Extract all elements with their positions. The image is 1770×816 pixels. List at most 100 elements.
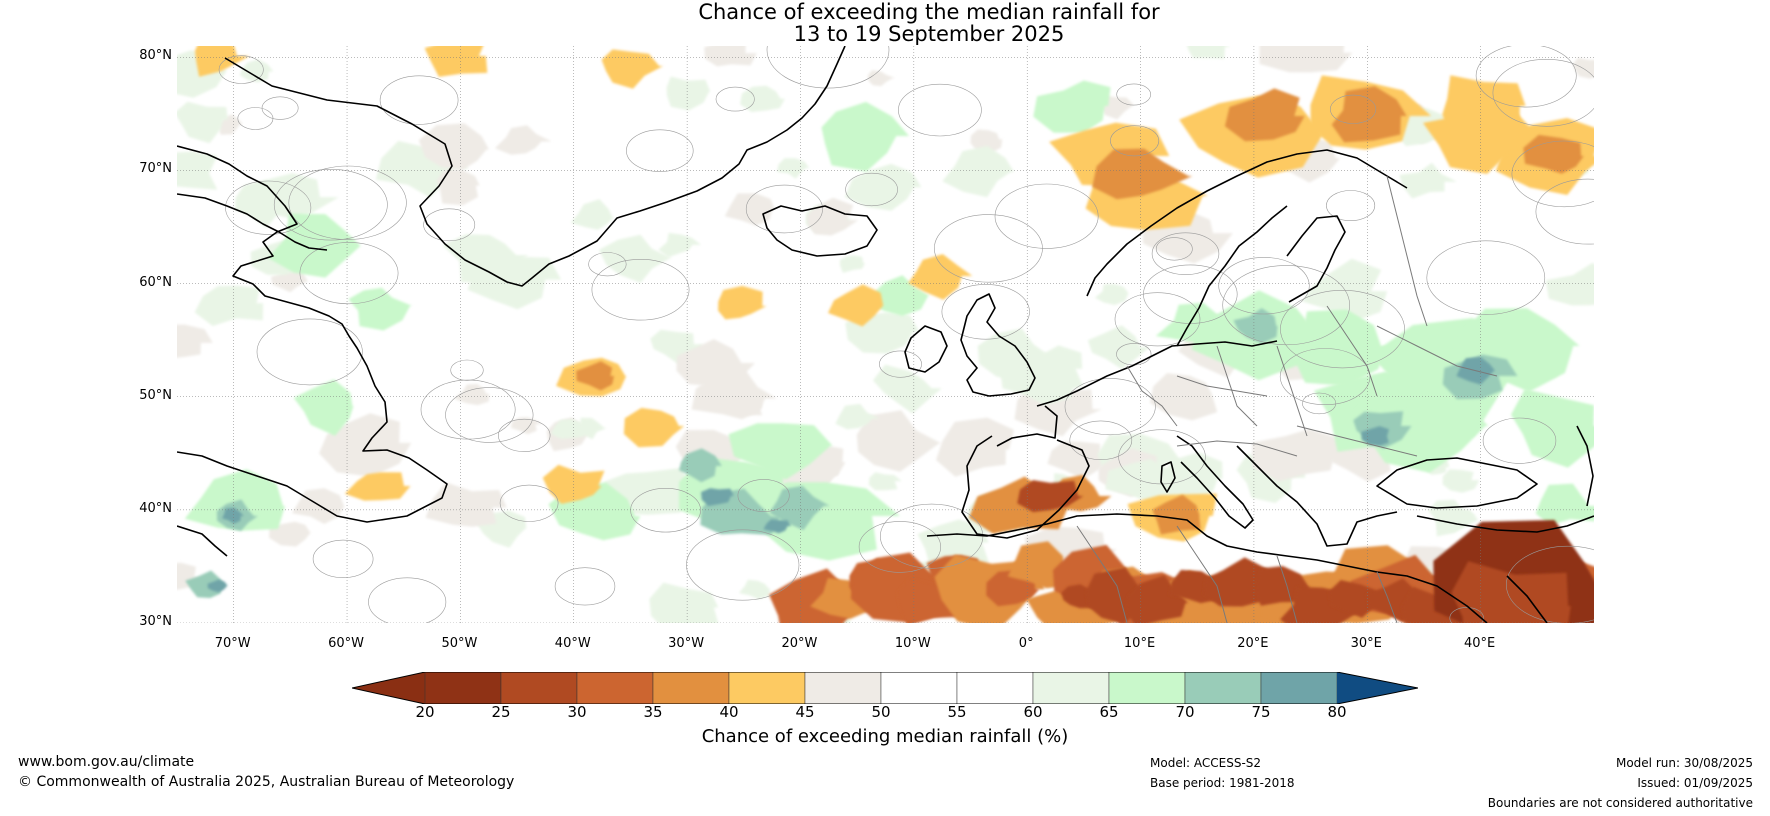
probability-patch: [570, 199, 614, 230]
probability-fields: [177, 46, 1594, 623]
contour-line: [1535, 178, 1594, 245]
contour-line: [588, 252, 627, 277]
colorbar-segment: [1260, 672, 1338, 704]
probability-patch: [1149, 373, 1218, 421]
country-borders: [1076, 175, 1498, 623]
probability-patch: [763, 519, 792, 534]
longitude-label: 30°E: [1350, 636, 1382, 651]
contour-line: [994, 183, 1099, 249]
colorbar-tick-label: 45: [795, 703, 815, 721]
coastline-italy: [1176, 435, 1254, 529]
graticule: [177, 46, 1594, 623]
probability-patch: [1014, 345, 1083, 393]
probability-patch: [207, 579, 228, 593]
probability-patch: [1152, 494, 1201, 535]
longitude-label: 70°W: [214, 636, 251, 651]
coastline-ireland: [904, 325, 948, 373]
probability-patch: [1187, 46, 1231, 59]
contour-line: [898, 83, 982, 137]
probability-patch: [601, 49, 664, 89]
probability-patch: [718, 285, 767, 320]
probability-patch: [424, 46, 488, 77]
probability-patch: [436, 169, 480, 206]
probability-patch: [1451, 561, 1571, 623]
colorbar-tick-label: 35: [643, 703, 663, 721]
longitude-label: 30°W: [668, 636, 705, 651]
longitude-label: 40°W: [554, 636, 591, 651]
colorbar-extend-high: [1337, 672, 1418, 704]
latitude-label: 50°N: [139, 387, 172, 403]
model-text: Model: ACCESS-S2: [1150, 756, 1262, 770]
probability-patch: [839, 255, 865, 273]
coastline-iberia: [961, 435, 1090, 539]
contour-line: [225, 180, 312, 235]
probability-patch: [222, 507, 244, 524]
latitude-label: 60°N: [139, 274, 172, 290]
probability-patch: [1523, 134, 1584, 174]
contour-line: [1218, 257, 1310, 315]
longitude-label: 10°E: [1123, 636, 1156, 651]
probability-patch: [177, 151, 218, 190]
probability-patch: [1442, 469, 1480, 493]
coastline-biscay: [996, 405, 1058, 447]
probability-patch: [442, 234, 529, 284]
probability-patch: [576, 361, 615, 391]
coastline-us-east: [177, 525, 228, 557]
probability-patch: [177, 324, 213, 358]
coastline-corsica: [1160, 461, 1176, 493]
contour-line: [1114, 292, 1201, 347]
coastline-sweden: [1176, 205, 1288, 347]
longitude-label: 0°: [1018, 636, 1034, 651]
probability-patch: [575, 417, 607, 440]
map-canvas: [177, 46, 1594, 623]
longitude-label: 50°W: [441, 636, 478, 651]
contour-line: [591, 259, 690, 321]
probability-patch: [1399, 162, 1457, 199]
probability-patch: [738, 579, 771, 600]
coastline-britain: [960, 293, 1036, 397]
colorbar-segment: [1032, 672, 1110, 704]
contour-line: [1151, 232, 1220, 275]
probability-patch: [1033, 80, 1111, 133]
colorbar-segment: [1108, 672, 1186, 704]
probability-patch: [177, 101, 228, 144]
probability-patch: [1293, 309, 1387, 386]
contour-line: [879, 350, 922, 378]
probability-patch: [649, 582, 719, 623]
contour-line: [1069, 420, 1133, 460]
coastline-red-sea: [1506, 575, 1548, 623]
probability-patch: [348, 287, 413, 331]
longitude-label: 20°W: [781, 636, 818, 651]
contour-line: [1449, 607, 1484, 623]
probability-patch: [1259, 46, 1353, 73]
coastline-iceland: [762, 205, 878, 257]
latitude-label: 30°N: [139, 614, 172, 629]
contour-line: [1329, 94, 1377, 124]
coastline-europe-west: [1036, 340, 1278, 407]
probability-patch: [936, 417, 1014, 477]
probability-patch: [873, 364, 942, 414]
probability-patch: [1423, 106, 1538, 174]
probability-patch: [425, 482, 507, 527]
probability-patch: [1331, 86, 1407, 143]
longitude-label: 20°E: [1237, 636, 1269, 651]
colorbar-segment: [424, 672, 502, 704]
contour-line: [941, 284, 1030, 340]
probability-patch: [1047, 441, 1112, 480]
coastline-finland: [1286, 215, 1346, 303]
contour-line: [288, 165, 407, 240]
probability-patch: [293, 379, 354, 436]
colorbar-tick-label: 80: [1327, 703, 1347, 721]
model-run-text: Model run: 30/08/2025: [1615, 756, 1753, 770]
probability-patch: [701, 488, 734, 506]
probability-patch: [1155, 302, 1236, 345]
probability-patch: [239, 59, 274, 83]
contour-line: [845, 172, 898, 207]
contour-line: [273, 168, 388, 241]
probability-patch: [599, 234, 673, 283]
colorbar-segment: [576, 672, 654, 704]
contour-line: [1222, 265, 1350, 346]
contour-line: [715, 86, 755, 112]
colorbar-segment: [880, 672, 958, 704]
probability-patch: [776, 158, 810, 179]
